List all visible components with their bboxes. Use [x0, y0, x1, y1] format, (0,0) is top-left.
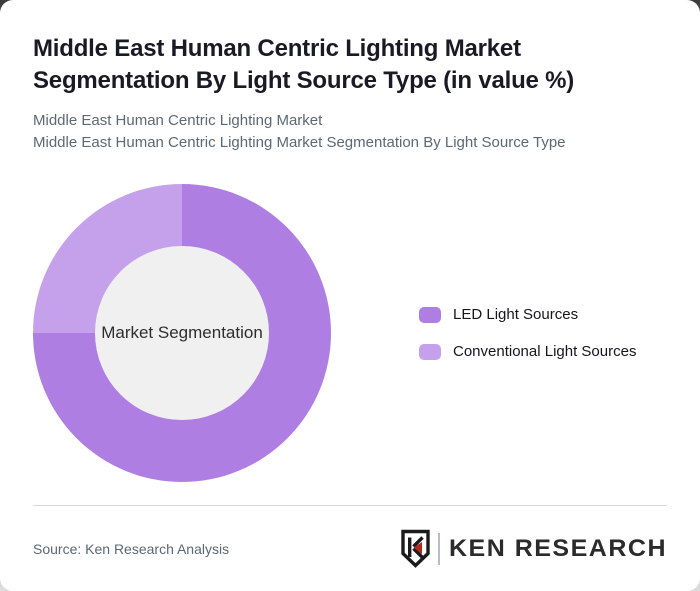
chart-legend: LED Light Sources Conventional Light Sou…: [419, 306, 636, 360]
legend-item-led: LED Light Sources: [419, 306, 636, 323]
source-text: Source: Ken Research Analysis: [33, 540, 230, 557]
footer: Source: Ken Research Analysis KEN RESEAR…: [33, 505, 667, 591]
legend-item-conventional: Conventional Light Sources: [419, 343, 636, 360]
donut-chart: Market Segmentation: [33, 184, 331, 482]
chart-subtitles: Middle East Human Centric Lighting Marke…: [33, 110, 667, 154]
chart-area: Market Segmentation LED Light Sources Co…: [0, 184, 700, 482]
legend-label-led: LED Light Sources: [453, 306, 579, 323]
logo-shield-icon: [401, 529, 430, 568]
donut-hole: Market Segmentation: [95, 246, 269, 420]
subtitle-line-1: Middle East Human Centric Lighting Marke…: [33, 112, 323, 129]
ken-research-logo: KEN RESEARCH: [400, 529, 667, 568]
header: Middle East Human Centric Lighting Marke…: [0, 0, 700, 154]
subtitle-line-2: Middle East Human Centric Lighting Marke…: [33, 134, 566, 151]
legend-swatch-conventional: [419, 343, 441, 360]
chart-title: Middle East Human Centric Lighting Marke…: [33, 35, 575, 94]
logo-divider: [437, 532, 440, 565]
logo-text: KEN RESEARCH: [448, 534, 667, 562]
donut-center-label: Market Segmentation: [101, 323, 263, 342]
legend-swatch-led: [419, 306, 441, 323]
legend-label-conventional: Conventional Light Sources: [453, 343, 637, 360]
